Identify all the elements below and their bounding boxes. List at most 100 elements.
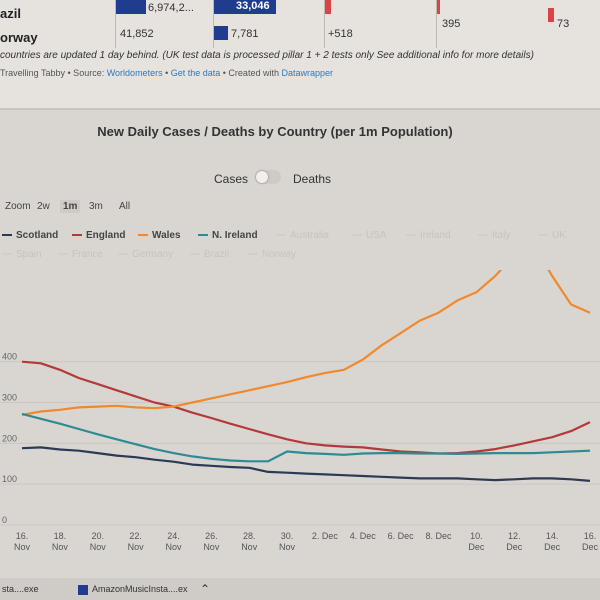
legend-item-france[interactable]: France: [58, 249, 103, 260]
legend-swatch: [352, 234, 362, 237]
line-chart: 0 100 200 300 400 16. Nov 18. Nov 20. Nov 22. Nov 24.…: [0, 270, 600, 552]
legend-item-uk[interactable]: UK: [538, 230, 566, 241]
zoom-3m-button[interactable]: 3m: [89, 201, 103, 212]
legend-label: Italy: [492, 230, 511, 241]
change-cell: +518: [328, 28, 353, 40]
new-cases-cell: 7,781: [231, 28, 259, 40]
taskbar-item-label: AmazonMusicInsta....ex: [92, 584, 188, 594]
x-tick-label: 4. Dec: [350, 531, 377, 541]
legend-item-scotland[interactable]: Scotland: [2, 230, 58, 241]
source-prefix: Travelling Tabby • Source:: [0, 68, 107, 78]
legend-swatch: [276, 234, 286, 237]
worldometers-link[interactable]: Worldometers: [106, 68, 163, 78]
cases-cell: 41,852: [120, 28, 154, 40]
legend-swatch: [2, 234, 12, 237]
legend-label: USA: [366, 230, 387, 241]
cases-cell: 6,974,2...: [148, 2, 194, 14]
toggle-switch[interactable]: [255, 170, 281, 184]
legend-swatch: [478, 234, 488, 237]
x-tick-label: 2. Dec: [312, 531, 339, 541]
taskbar-item-amazon[interactable]: AmazonMusicInsta....ex: [78, 584, 188, 595]
source-line: Travelling Tabby • Source: Worldometers …: [0, 68, 333, 78]
legend-label: Australia: [290, 230, 329, 241]
y-tick-label: 0: [2, 515, 7, 525]
legend-label: N. Ireland: [212, 230, 258, 241]
column-separator: [436, 0, 437, 48]
legend-label: England: [86, 230, 126, 241]
toggle-deaths-label[interactable]: Deaths: [293, 172, 332, 186]
column-separator: [115, 0, 116, 48]
legend-label: Germany: [132, 249, 174, 260]
x-tick-label: 8. Dec: [426, 531, 453, 541]
legend-item-england[interactable]: England: [72, 230, 125, 241]
created-with: • Created with: [220, 68, 282, 78]
chevron-up-icon[interactable]: ⌃: [200, 582, 211, 596]
legend-label: Wales: [152, 230, 181, 241]
legend-label: Spain: [16, 249, 42, 260]
y-tick-label: 200: [2, 433, 17, 443]
row-label: orway: [0, 30, 38, 45]
legend-item-spain[interactable]: Spain: [2, 249, 42, 260]
x-tick-label: 16. Nov: [14, 531, 31, 552]
series-line-scotland: [21, 446, 591, 482]
legend-label: Scotland: [16, 230, 59, 241]
app-icon: [78, 584, 88, 595]
x-tick-label: 6. Dec: [388, 531, 415, 541]
deaths-cell: 395: [442, 18, 461, 30]
legend-swatch: [198, 234, 208, 237]
legend-label: UK: [552, 230, 566, 241]
legend-item-italy[interactable]: Italy: [478, 230, 510, 241]
legend-item-australia[interactable]: Australia: [276, 230, 329, 241]
chart-title: New Daily Cases / Deaths by Country (per…: [97, 124, 453, 139]
x-tick-label: 12. Dec: [506, 531, 523, 552]
change-bar: [325, 0, 331, 14]
legend-item-norway[interactable]: Norway: [248, 249, 296, 260]
legend-item-wales[interactable]: Wales: [138, 230, 181, 241]
datawrapper-link[interactable]: Datawrapper: [281, 68, 333, 78]
new-cases-bar: [214, 0, 276, 14]
x-tick-label: 18. Nov: [52, 531, 69, 552]
legend-swatch: [538, 234, 548, 237]
new-cases-bar: [214, 26, 228, 40]
y-tick-label: 100: [2, 474, 17, 484]
section-divider: [0, 108, 600, 110]
x-tick-label: 28. Nov: [241, 531, 258, 552]
toggle-knob[interactable]: [256, 171, 268, 183]
y-tick-label: 400: [2, 352, 17, 362]
country-table: azil 6,974,2... 33,046 orway 41,852 7,78…: [0, 0, 600, 110]
legend-label: Brazil: [204, 249, 230, 260]
x-tick-label: 20. Nov: [90, 531, 107, 552]
taskbar: sta....exe AmazonMusicInsta....ex ⌃: [0, 578, 600, 600]
legend-swatch: [58, 253, 68, 256]
x-tick-label: 14. Dec: [544, 531, 561, 552]
x-tick-label: 30. Nov: [279, 531, 296, 552]
column-separator: [213, 0, 214, 48]
x-tick-label: 10. Dec: [468, 531, 485, 552]
legend-label: Norway: [262, 249, 296, 260]
taskbar-item[interactable]: sta....exe: [2, 584, 39, 594]
legend-item-ireland[interactable]: Ireland: [406, 230, 451, 241]
x-tick-label: 16. Dec: [582, 531, 599, 552]
column-separator: [324, 0, 325, 48]
legend-swatch: [138, 234, 148, 237]
table-row: orway 41,852 7,781 +518 395 73: [0, 18, 600, 54]
zoom-all-button[interactable]: All: [119, 201, 131, 212]
legend-item-n-ireland[interactable]: N. Ireland: [198, 230, 258, 241]
legend-swatch: [248, 253, 258, 256]
legend-swatch: [406, 234, 416, 237]
table-row: azil 6,974,2... 33,046: [0, 0, 600, 48]
toggle-cases-label[interactable]: Cases: [214, 172, 249, 186]
zoom-1m-button[interactable]: 1m: [60, 200, 81, 213]
zoom-2w-button[interactable]: 2w: [37, 201, 50, 212]
legend-item-germany[interactable]: Germany: [118, 249, 173, 260]
new-deaths-cell: 73: [557, 18, 570, 30]
legend-swatch: [118, 253, 128, 256]
legend-label: France: [72, 249, 104, 260]
legend-item-usa[interactable]: USA: [352, 230, 387, 241]
row-label: azil: [0, 6, 21, 21]
legend-item-brazil[interactable]: Brazil: [190, 249, 229, 260]
new-deaths-bar: [548, 8, 554, 22]
get-data-link[interactable]: Get the data: [170, 68, 221, 78]
legend-label: Ireland: [420, 230, 451, 241]
cases-bar: [116, 0, 146, 14]
